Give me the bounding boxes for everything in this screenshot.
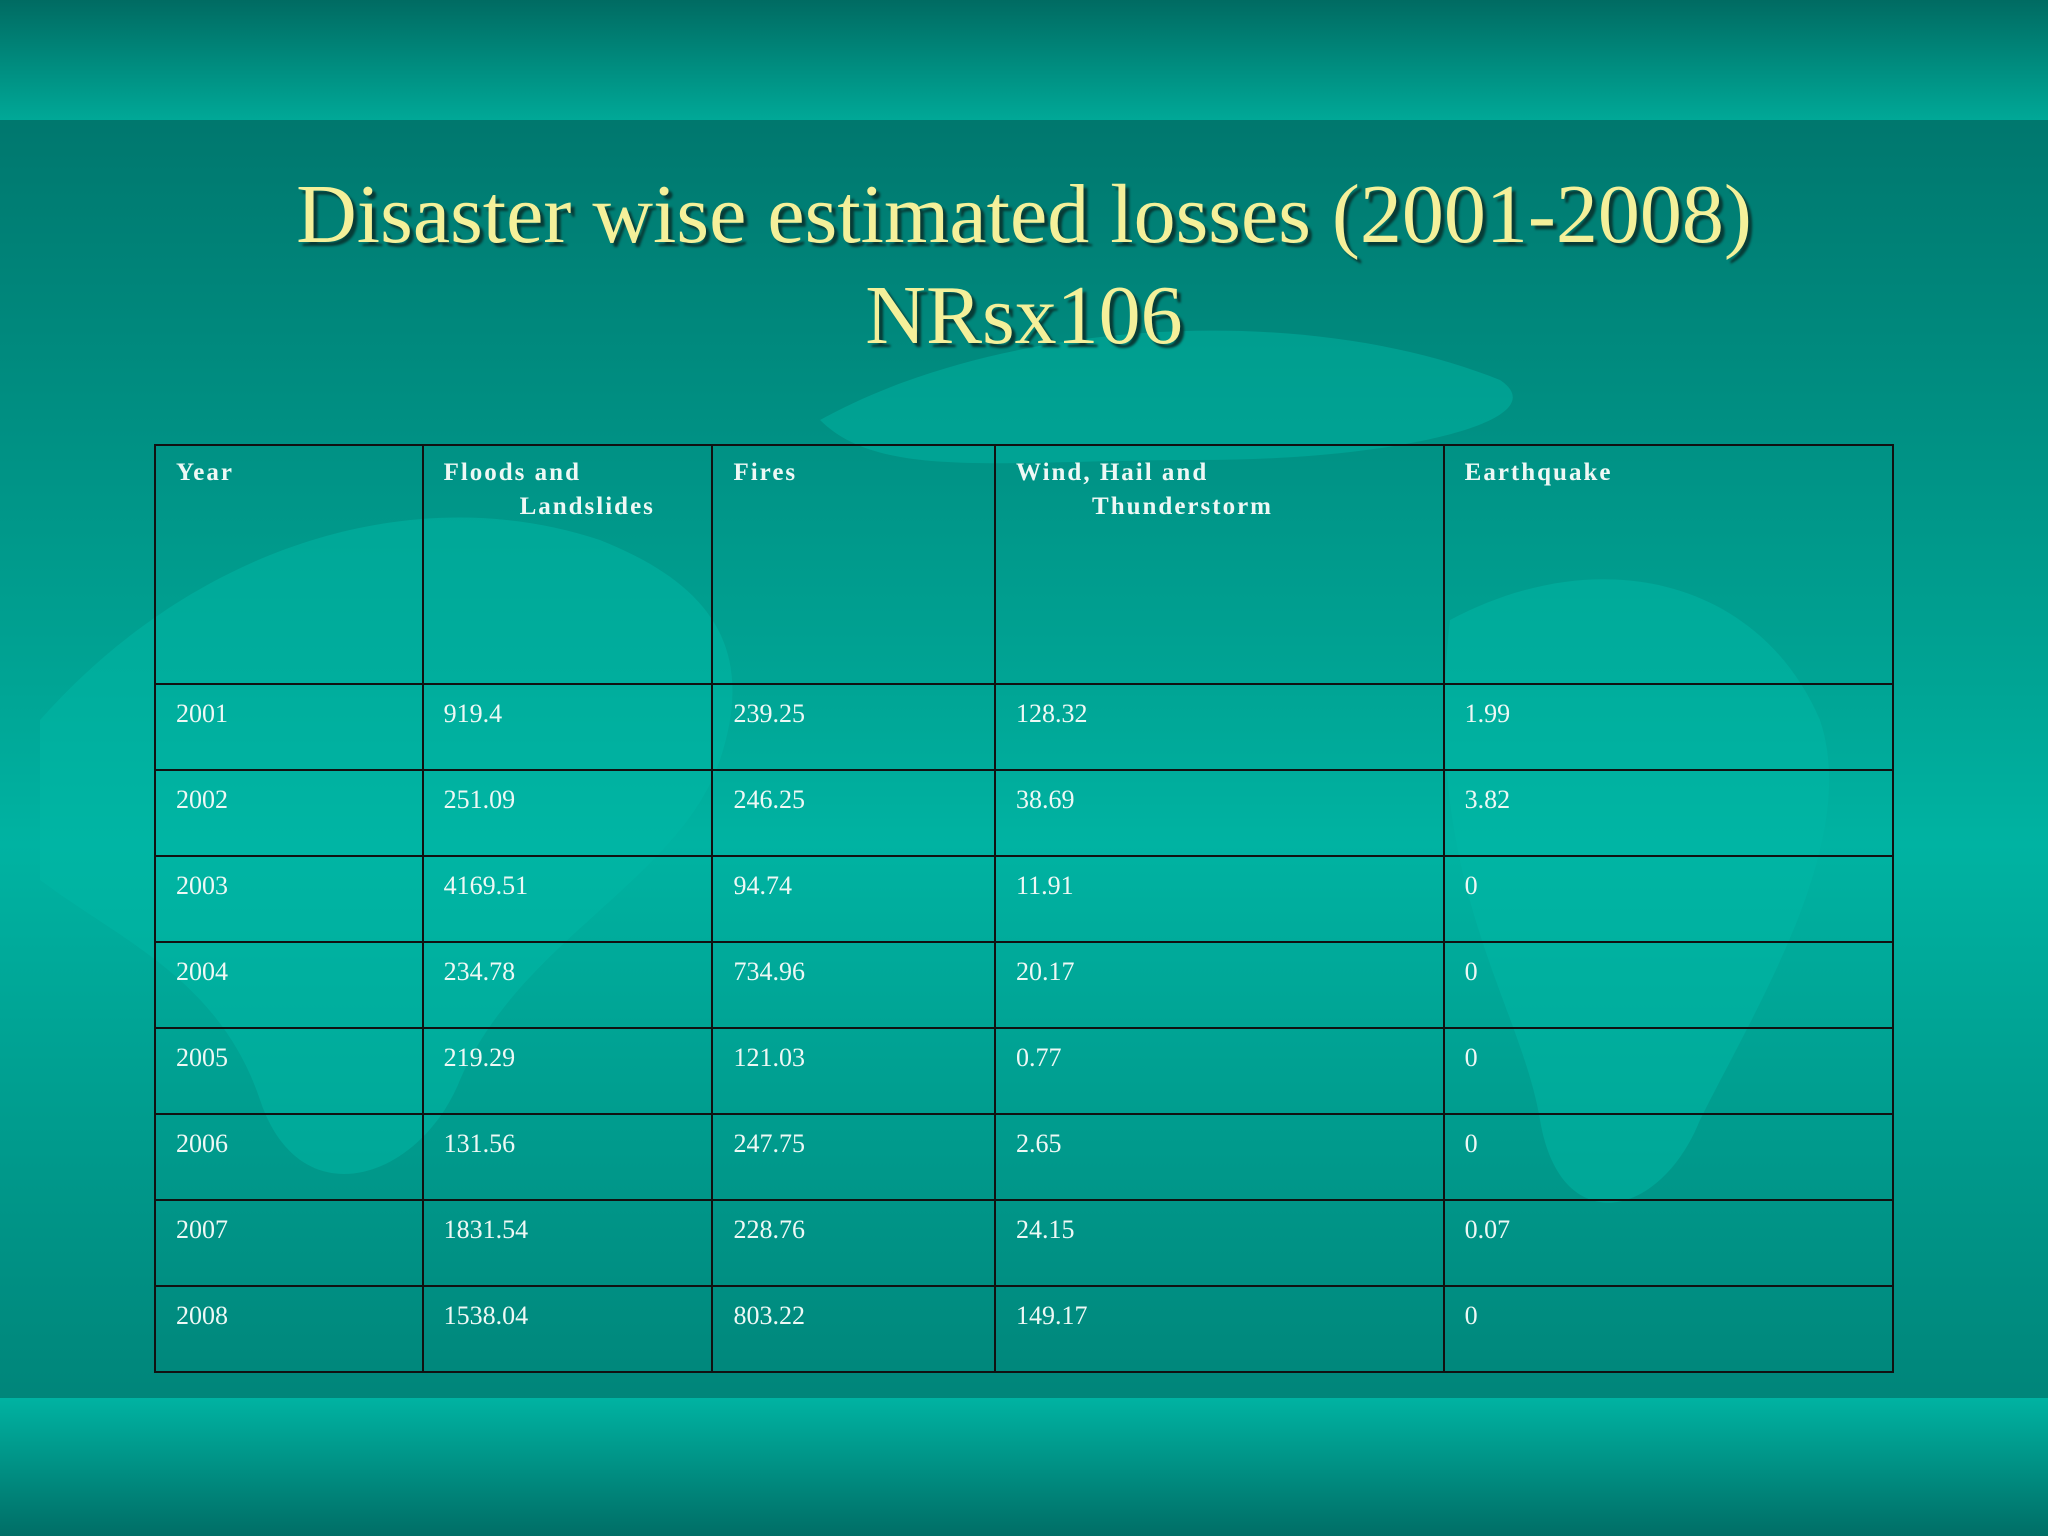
header-cell: Fires bbox=[711, 444, 997, 685]
cell: 0 bbox=[1442, 855, 1895, 943]
cell: 251.09 bbox=[421, 769, 714, 857]
cell: 121.03 bbox=[711, 1027, 997, 1115]
cell: 20.17 bbox=[994, 941, 1445, 1029]
cell: 2006 bbox=[154, 1113, 424, 1201]
data-row: 2001 919.4 239.25 128.32 1.99 bbox=[154, 683, 1895, 771]
cell: 149.17 bbox=[994, 1285, 1445, 1373]
cell: 94.74 bbox=[711, 855, 997, 943]
header-cell: Floods and Landslides bbox=[421, 444, 714, 685]
cell: 24.15 bbox=[994, 1199, 1445, 1287]
data-row: 2008 1538.04 803.22 149.17 0 bbox=[154, 1285, 1895, 1373]
title: Disaster wise estimated losses (2001-200… bbox=[296, 168, 1752, 261]
header-text: Fires bbox=[733, 459, 798, 486]
cell: 0 bbox=[1442, 1285, 1895, 1373]
data-row: 2005 219.29 121.03 0.77 0 bbox=[154, 1027, 1895, 1115]
data-row: 2004 234.78 734.96 20.17 0 bbox=[154, 941, 1895, 1029]
header-cell: Earthquake bbox=[1442, 444, 1895, 685]
cell: 2.65 bbox=[994, 1113, 1445, 1201]
cell: 2008 bbox=[154, 1285, 424, 1373]
header-text: Landslides bbox=[519, 493, 655, 520]
cell: 11.91 bbox=[994, 855, 1445, 943]
cell: 234.78 bbox=[421, 941, 714, 1029]
cell: 803.22 bbox=[711, 1285, 997, 1373]
cell: 1538.04 bbox=[421, 1285, 714, 1373]
cell: 247.75 bbox=[711, 1113, 997, 1201]
cell: 2005 bbox=[154, 1027, 424, 1115]
data-row: 2003 4169.51 94.74 11.91 0 bbox=[154, 855, 1895, 943]
subtitle: NRsx106 bbox=[865, 269, 1183, 362]
cell: 0 bbox=[1442, 1027, 1895, 1115]
cell: 2001 bbox=[154, 683, 424, 771]
bottom-band bbox=[0, 1398, 2048, 1536]
top-band bbox=[0, 0, 2048, 120]
cell: 0 bbox=[1442, 1113, 1895, 1201]
cell: 246.25 bbox=[711, 769, 997, 857]
cell: 131.56 bbox=[421, 1113, 714, 1201]
cell: 1.99 bbox=[1442, 683, 1895, 771]
cell: 2002 bbox=[154, 769, 424, 857]
header-text: Floods and bbox=[443, 459, 581, 486]
data-row: 2007 1831.54 228.76 24.15 0.07 bbox=[154, 1199, 1895, 1287]
cell: 219.29 bbox=[421, 1027, 714, 1115]
header-cell: Year bbox=[154, 444, 424, 685]
header-text: Year bbox=[176, 459, 234, 486]
cell: 1831.54 bbox=[421, 1199, 714, 1287]
header-text: Thunderstorm bbox=[1092, 493, 1273, 520]
losses-table: Year Floods and Landslides Fires Wind, Hail … bbox=[154, 444, 1895, 1373]
header-row: Year Floods and Landslides Fires Wind, Hail … bbox=[154, 444, 1895, 685]
data-row: 2006 131.56 247.75 2.65 0 bbox=[154, 1113, 1895, 1201]
header-text: Wind, Hail and bbox=[1016, 459, 1209, 486]
header-cell: Wind, Hail and Thunderstorm bbox=[994, 444, 1445, 685]
cell: 0 bbox=[1442, 941, 1895, 1029]
cell: 3.82 bbox=[1442, 769, 1895, 857]
cell: 2004 bbox=[154, 941, 424, 1029]
cell: 2003 bbox=[154, 855, 424, 943]
cell: 239.25 bbox=[711, 683, 997, 771]
cell: 0.07 bbox=[1442, 1199, 1895, 1287]
cell: 4169.51 bbox=[421, 855, 714, 943]
cell: 919.4 bbox=[421, 683, 714, 771]
cell: 0.77 bbox=[994, 1027, 1445, 1115]
cell: 228.76 bbox=[711, 1199, 997, 1287]
cell: 38.69 bbox=[994, 769, 1445, 857]
header-text: Earthquake bbox=[1464, 459, 1613, 486]
cell: 128.32 bbox=[994, 683, 1445, 771]
cell: 734.96 bbox=[711, 941, 997, 1029]
data-row: 2002 251.09 246.25 38.69 3.82 bbox=[154, 769, 1895, 857]
cell: 2007 bbox=[154, 1199, 424, 1287]
